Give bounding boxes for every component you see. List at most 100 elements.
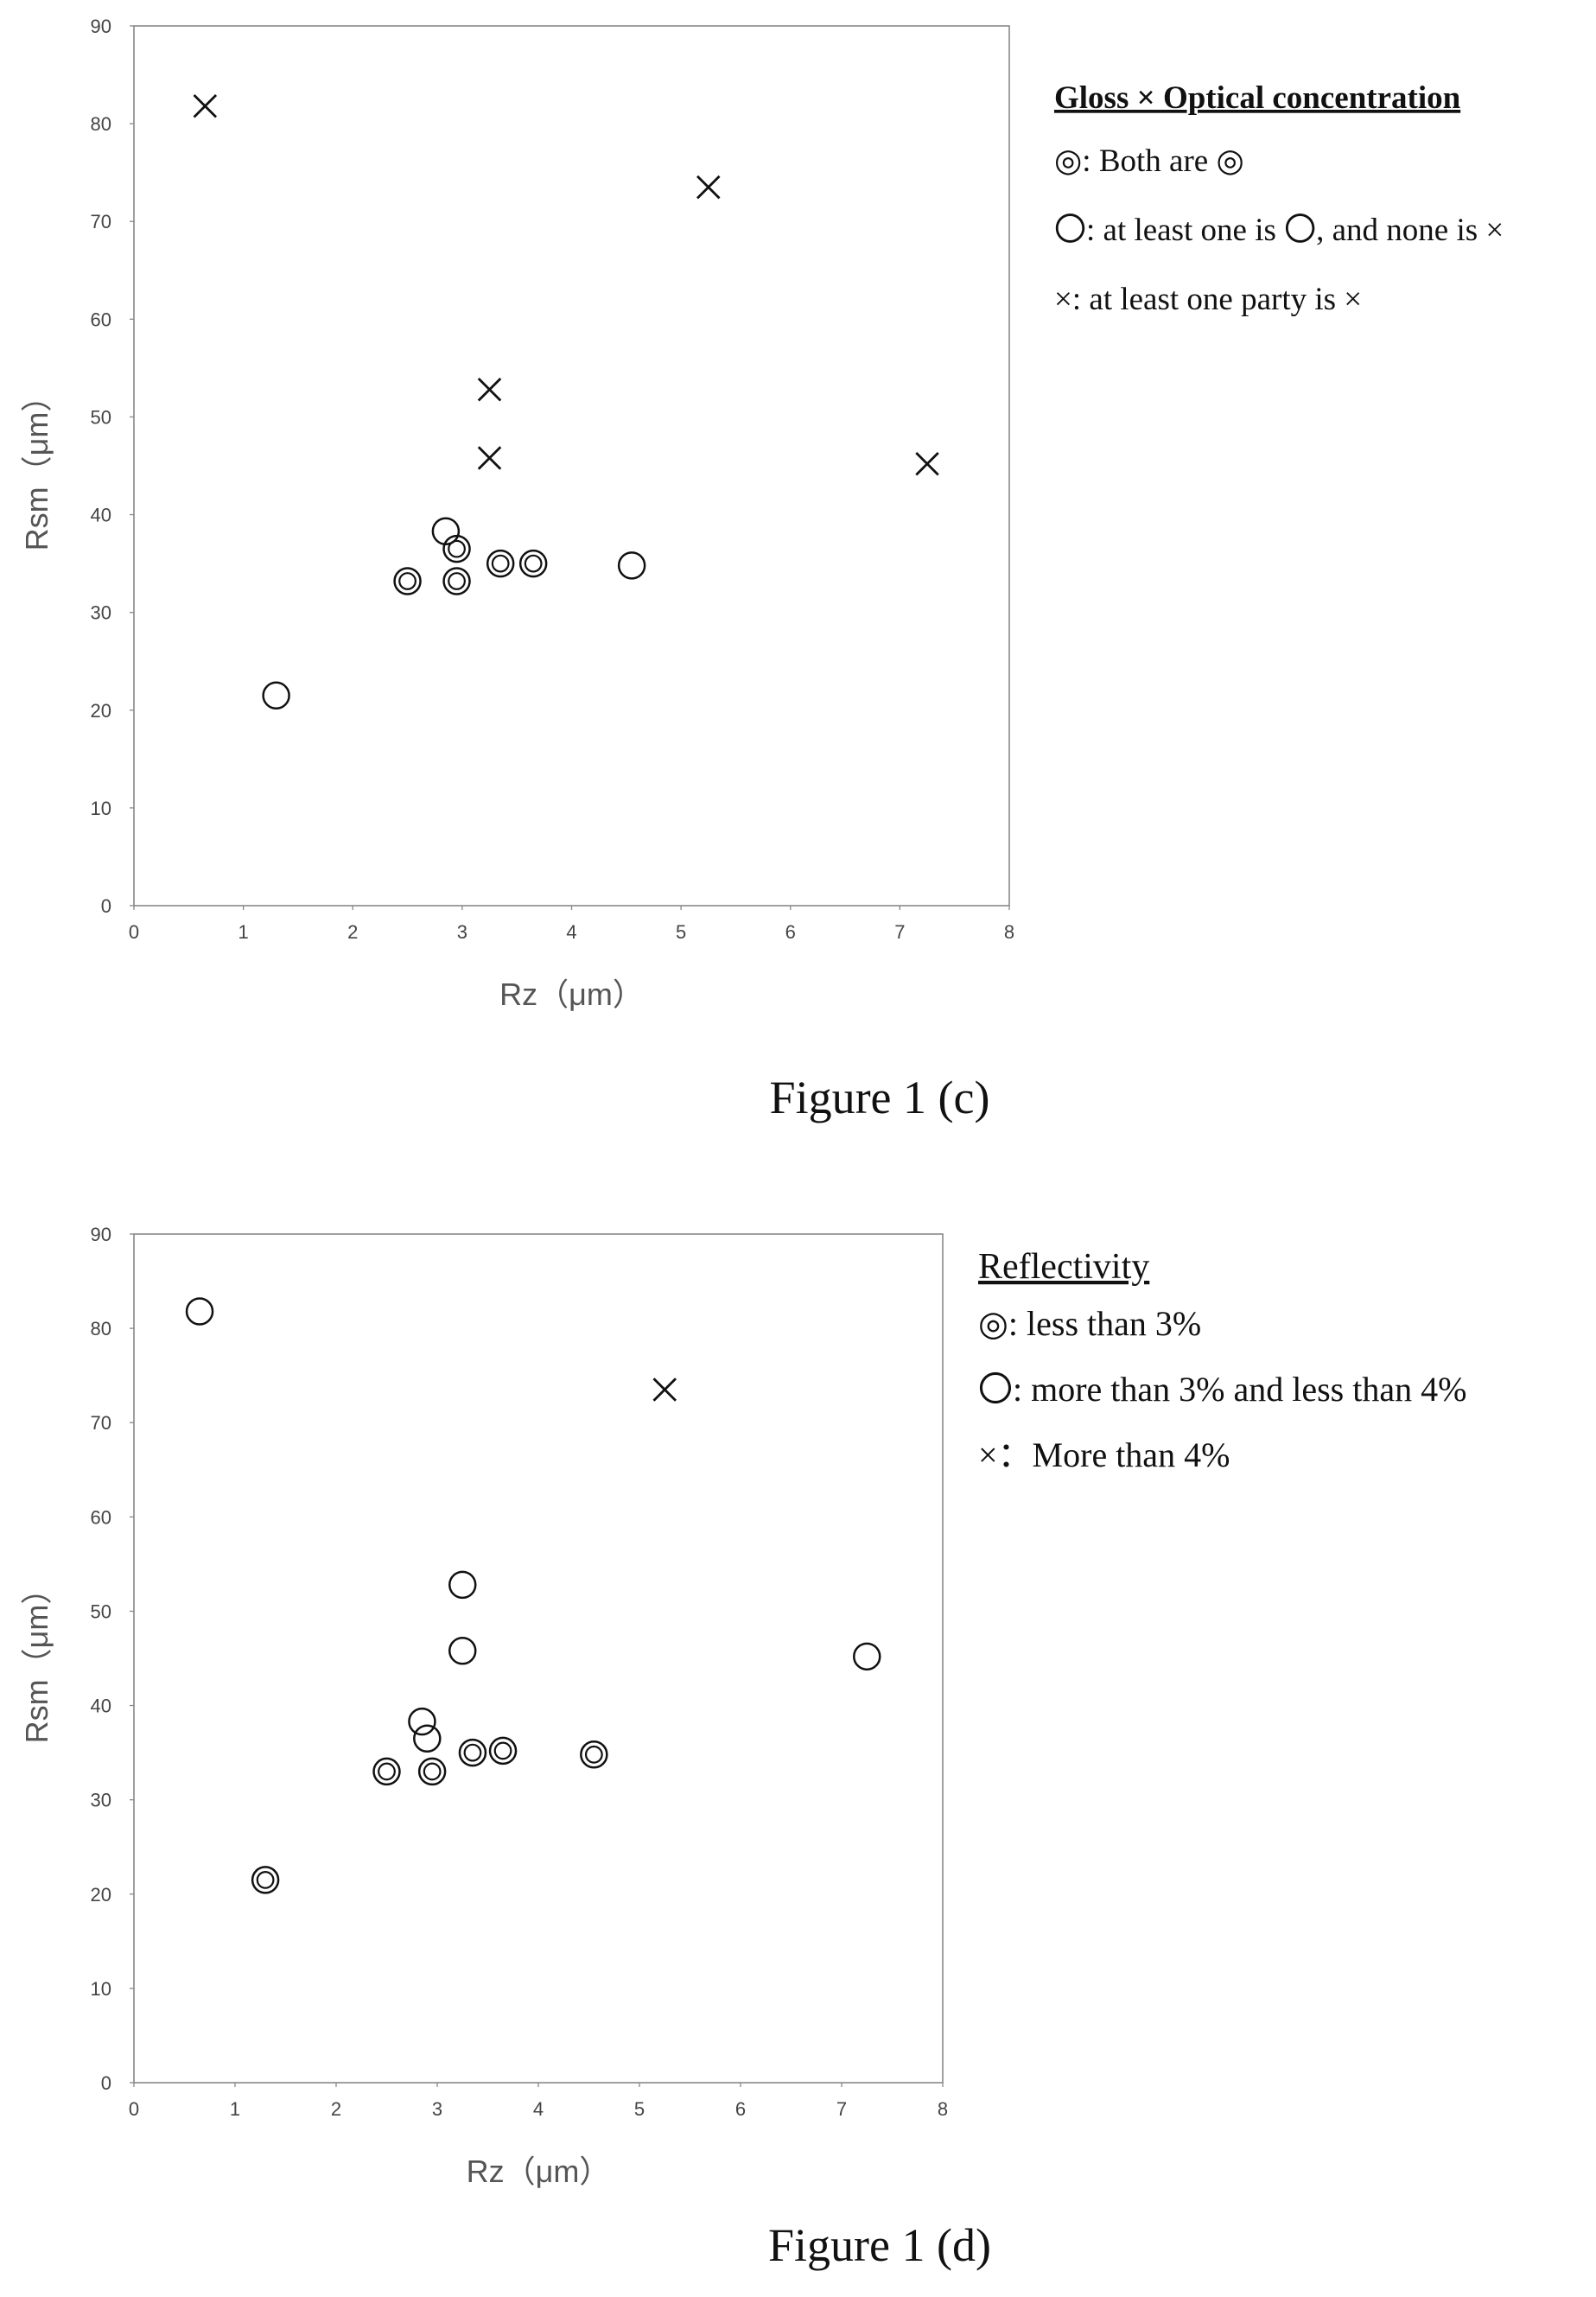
- plot-area-frame: [133, 25, 1010, 907]
- legend-title: Reflectivity: [978, 1247, 1149, 1287]
- x-tick-label: 1: [230, 2098, 240, 2120]
- double-circle-marker: [488, 1736, 518, 1766]
- double-circle-marker: [458, 1738, 487, 1767]
- cross-marker: [477, 446, 502, 470]
- x-tick-label: 5: [676, 921, 686, 943]
- legend-entry: ×：More than 4%: [978, 1435, 1230, 1474]
- inner-ring: [256, 1871, 275, 1889]
- inner-ring: [398, 572, 416, 590]
- cross-stroke: [477, 378, 502, 402]
- circle-marker: [408, 1707, 436, 1736]
- cross-stroke: [915, 451, 939, 476]
- circle-marker: [853, 1642, 881, 1671]
- outer-ring: [580, 1740, 608, 1769]
- double-circle-marker: [393, 567, 422, 595]
- inner-ring: [378, 1762, 396, 1781]
- double-circle-marker: [372, 1757, 401, 1786]
- cross-stroke: [696, 175, 721, 200]
- inner-ring: [423, 1762, 442, 1781]
- inner-ring: [491, 554, 510, 573]
- y-axis-title: Rsm（μm）: [19, 1574, 54, 1744]
- legend-entry: ◎: Both are ◎: [1054, 143, 1244, 179]
- circle-marker: [185, 1297, 214, 1326]
- inner-ring: [524, 554, 543, 573]
- outer-ring: [442, 534, 471, 563]
- y-axis-title: Rsm（μm）: [19, 381, 54, 551]
- circle-marker: [448, 1637, 477, 1665]
- legend-entry: ◎: less than 3%: [978, 1304, 1201, 1343]
- figure-1d: 0 10 20 30 40 50 60 70 80 90 0 1 2 3 4 5 6 7 8 Rz（μm） Rsm（μm…: [0, 1201, 1596, 2297]
- circle-marker: [617, 551, 646, 580]
- y-tick-label: 70: [91, 1412, 111, 1434]
- legend-title: Gloss × Optical concentration: [1054, 80, 1461, 116]
- x-tick-label: 2: [331, 2098, 341, 2120]
- x-tick-label: 7: [894, 921, 905, 943]
- legend-entry: 〇: more than 3% and less than 4%: [978, 1370, 1466, 1409]
- outer-ring: [458, 1738, 487, 1767]
- double-circle-marker: [580, 1740, 608, 1769]
- cross-stroke: [652, 1378, 677, 1402]
- cross-marker: [652, 1378, 677, 1402]
- plot-area-frame: [133, 1233, 944, 2084]
- x-tick-label: 8: [1004, 921, 1014, 943]
- outer-ring: [518, 549, 548, 578]
- y-tick-label: 80: [91, 113, 111, 135]
- y-tick-label: 30: [91, 602, 111, 624]
- outer-ring: [251, 1866, 280, 1894]
- y-tick-label: 30: [91, 1790, 111, 1811]
- double-circle-marker: [486, 549, 515, 578]
- x-tick-label: 3: [457, 921, 467, 943]
- x-tick-label: 0: [129, 921, 139, 943]
- scatter-chart-1c: 0 10 20 30 40 50 60 70 80 90 0 1 2 3 4 5 6 7 8 Rz（μm） Rsm（μm…: [19, 16, 1504, 1123]
- y-tick-label: 40: [91, 505, 111, 526]
- y-tick-label: 20: [91, 1884, 111, 1906]
- cross-marker: [193, 94, 218, 118]
- y-tick-label: 60: [91, 1506, 111, 1528]
- outer-ring: [372, 1757, 401, 1786]
- inner-ring: [463, 1743, 482, 1762]
- x-axis-title: Rz（μm）: [467, 2154, 611, 2189]
- y-tick-label: 60: [91, 309, 111, 330]
- outer-ring: [417, 1757, 447, 1786]
- y-tick-label: 90: [91, 1224, 111, 1245]
- outer-ring: [442, 567, 471, 595]
- circle-marker: [262, 681, 290, 710]
- y-tick-label: 0: [101, 895, 111, 917]
- x-tick-label: 3: [432, 2098, 442, 2120]
- y-tick-label: 80: [91, 1318, 111, 1339]
- x-tick-label: 6: [735, 2098, 746, 2120]
- legend-entry: ×: at least one party is ×: [1054, 282, 1362, 317]
- inner-ring: [584, 1745, 603, 1764]
- x-tick-label: 4: [533, 2098, 544, 2120]
- cross-stroke: [477, 446, 502, 470]
- x-tick-label: 1: [238, 921, 249, 943]
- figure-caption: Figure 1 (d): [768, 2219, 991, 2271]
- y-tick-label: 10: [91, 798, 111, 819]
- y-tick-label: 50: [91, 1600, 111, 1622]
- x-tick-label: 2: [347, 921, 358, 943]
- y-tick-label: 0: [101, 2072, 111, 2094]
- outer-ring: [393, 567, 422, 595]
- cross-marker: [477, 378, 502, 402]
- circle-marker: [431, 517, 461, 546]
- x-tick-label: 7: [836, 2098, 847, 2120]
- inner-ring: [493, 1741, 512, 1760]
- inner-ring: [448, 539, 466, 558]
- x-tick-label: 6: [785, 921, 796, 943]
- double-circle-marker: [442, 534, 471, 563]
- cross-marker: [696, 175, 721, 200]
- y-tick-label: 20: [91, 700, 111, 722]
- double-circle-marker: [442, 567, 471, 595]
- inner-ring: [448, 572, 466, 590]
- scatter-chart-1d: 0 10 20 30 40 50 60 70 80 90 0 1 2 3 4 5 6 7 8 Rz（μm） Rsm（μm…: [19, 1224, 1466, 2271]
- figure-caption: Figure 1 (c): [770, 1072, 990, 1123]
- outer-ring: [486, 549, 515, 578]
- x-tick-label: 8: [938, 2098, 948, 2120]
- x-tick-label: 0: [129, 2098, 139, 2120]
- figure-1c: 0 10 20 30 40 50 60 70 80 90 0 1 2 3 4 5 6 7 8 Rz（μm） Rsm（μm…: [19, 16, 1504, 1123]
- y-tick-label: 70: [91, 211, 111, 232]
- x-axis-title: Rz（μm）: [499, 977, 644, 1012]
- y-tick-label: 90: [91, 16, 111, 37]
- circle-marker: [413, 1724, 442, 1753]
